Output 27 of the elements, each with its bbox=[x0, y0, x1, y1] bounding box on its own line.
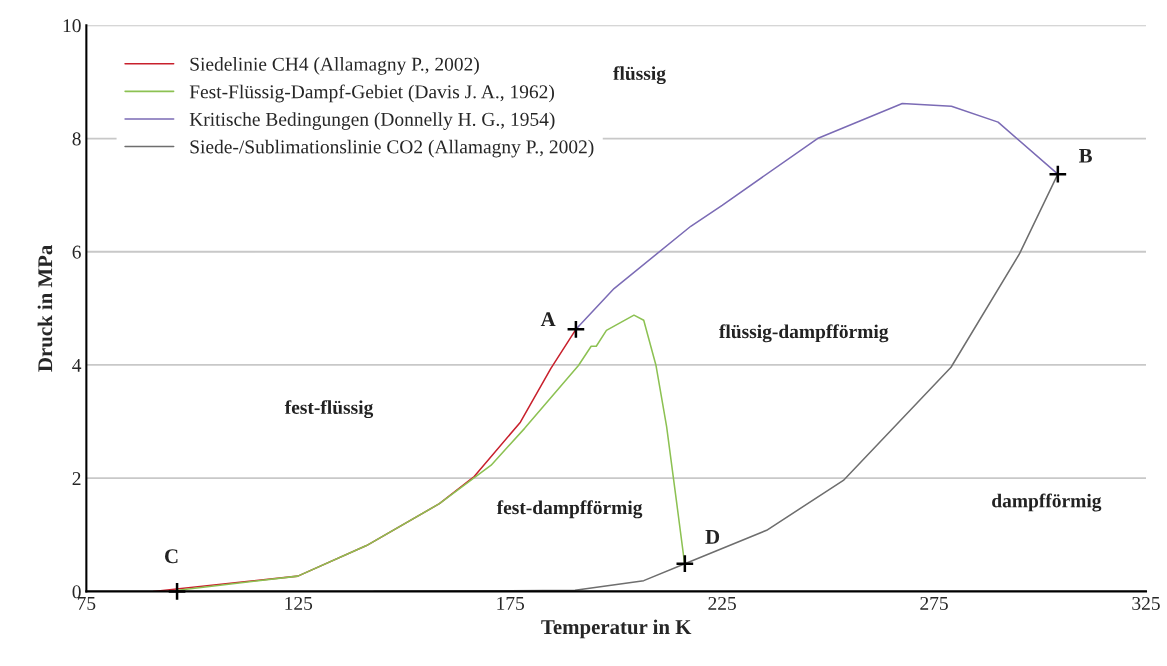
legend-label: Siedelinie CH4 (Allamagny P., 2002) bbox=[190, 57, 479, 75]
x-tick-label: 125 bbox=[285, 596, 313, 610]
x-tick-label: 325 bbox=[1132, 596, 1160, 610]
y-tick-label: 4 bbox=[72, 358, 82, 372]
legend-label: Siede-/Sublimationslinie CO2 (Allamagny P., 2002) bbox=[190, 139, 594, 158]
x-tick-label: 225 bbox=[708, 596, 736, 610]
annotation: C bbox=[165, 549, 178, 564]
annotation: D bbox=[705, 530, 720, 544]
legend-label: Fest-Flüssig-Dampf-Gebiet (Davis J. A., 1962) bbox=[189, 84, 554, 103]
y-axis-title: Druck in MPa bbox=[37, 245, 53, 372]
x-tick-label: 275 bbox=[920, 596, 948, 610]
y-tick-label: 10 bbox=[63, 19, 81, 33]
x-axis-title: Temperatur in K bbox=[541, 619, 692, 639]
annotation: fest-dampfförmig bbox=[496, 500, 643, 519]
x-tick-label: 175 bbox=[497, 596, 525, 610]
y-tick-label: 2 bbox=[72, 472, 81, 485]
y-tick-label: 0 bbox=[72, 585, 81, 599]
annotation: flüssig bbox=[613, 66, 666, 85]
annotation: flüssig-dampfförmig bbox=[719, 324, 889, 343]
annotation: fest-flüssig bbox=[284, 400, 374, 419]
legend-label: Kritische Bedingungen (Donnelly H. G., 1954) bbox=[189, 112, 555, 130]
y-tick-label: 8 bbox=[72, 132, 81, 146]
annotation: B bbox=[1079, 148, 1092, 163]
y-tick-label: 6 bbox=[72, 245, 81, 259]
x-tick-label: 75 bbox=[77, 597, 96, 610]
annotation: A bbox=[540, 312, 556, 326]
annotation: dampfförmig bbox=[992, 493, 1102, 512]
